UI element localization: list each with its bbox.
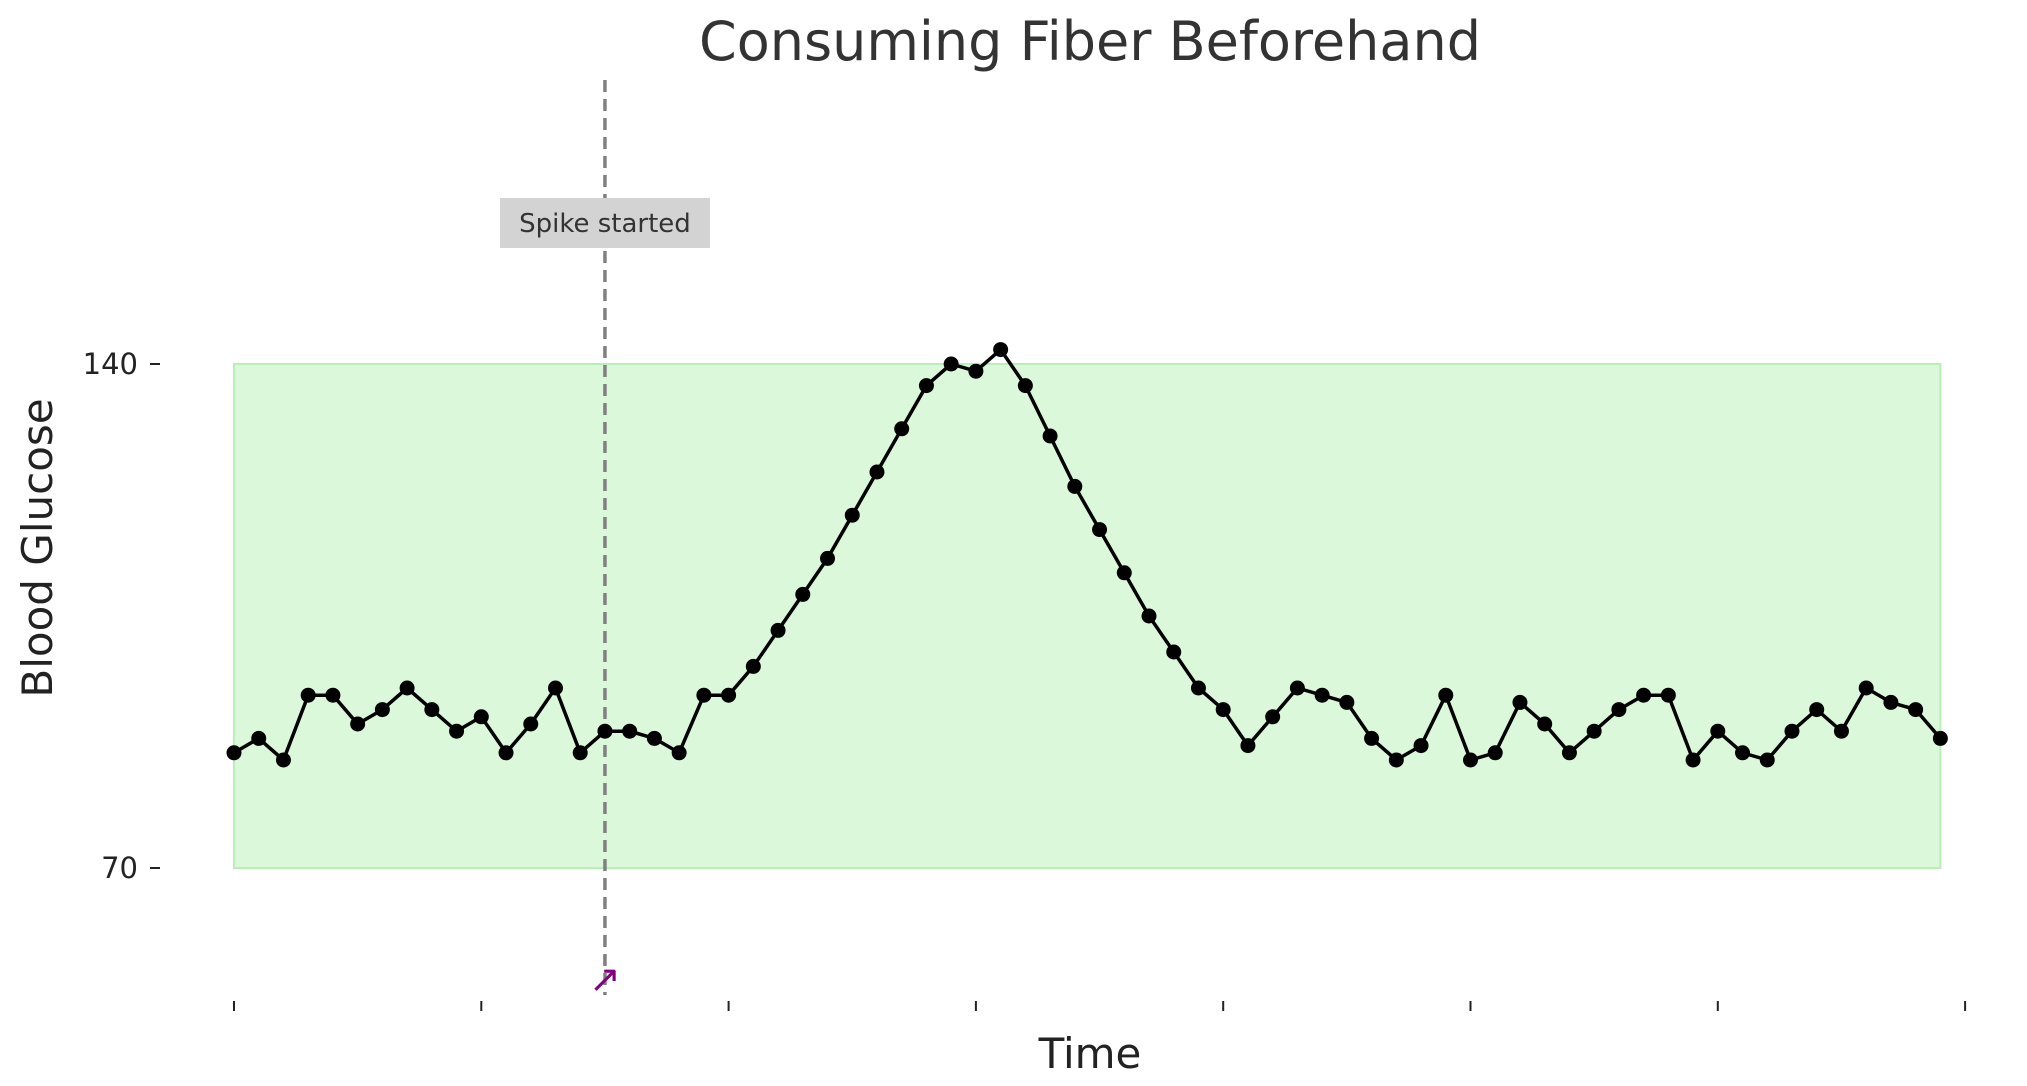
data-point bbox=[473, 709, 489, 725]
data-point bbox=[1512, 694, 1528, 710]
data-point bbox=[449, 723, 465, 739]
data-point bbox=[1438, 687, 1454, 703]
arrow-icon: ↗ bbox=[589, 957, 621, 1001]
data-point bbox=[795, 586, 811, 602]
data-point bbox=[572, 745, 588, 761]
data-point bbox=[1240, 738, 1256, 754]
data-point bbox=[1883, 694, 1899, 710]
data-point bbox=[820, 550, 836, 566]
data-point bbox=[1809, 702, 1825, 718]
data-point bbox=[1067, 478, 1083, 494]
data-point bbox=[1685, 752, 1701, 768]
x-axis-label: Time bbox=[1038, 1029, 1142, 1078]
data-point bbox=[1042, 428, 1058, 444]
annotation-label: Spike started bbox=[519, 209, 691, 239]
data-point bbox=[1017, 378, 1033, 394]
data-point bbox=[721, 687, 737, 703]
data-point bbox=[1833, 723, 1849, 739]
data-point bbox=[770, 622, 786, 638]
data-point bbox=[1141, 608, 1157, 624]
data-point bbox=[696, 687, 712, 703]
data-point bbox=[300, 687, 316, 703]
data-point bbox=[844, 507, 860, 523]
data-point bbox=[894, 421, 910, 437]
data-point bbox=[374, 702, 390, 718]
plot-area: 70 140 Spike started ↗ bbox=[83, 80, 1967, 1011]
target-range-band bbox=[233, 363, 1942, 869]
data-point bbox=[1463, 752, 1478, 768]
data-point bbox=[498, 745, 514, 761]
data-point bbox=[226, 745, 242, 761]
data-point bbox=[622, 723, 638, 739]
y-tick-label: 140 bbox=[83, 347, 138, 381]
data-point bbox=[1092, 522, 1108, 538]
data-point bbox=[1710, 723, 1726, 739]
data-point bbox=[1561, 745, 1577, 761]
data-point bbox=[1265, 709, 1281, 725]
data-point bbox=[350, 716, 366, 732]
data-point bbox=[399, 680, 415, 696]
data-point bbox=[1314, 687, 1330, 703]
data-point bbox=[1908, 702, 1924, 718]
data-point bbox=[1215, 702, 1231, 718]
data-point bbox=[1858, 680, 1874, 696]
data-point bbox=[869, 464, 885, 480]
data-point bbox=[1190, 680, 1206, 696]
data-point bbox=[1537, 716, 1553, 732]
data-point bbox=[547, 680, 563, 696]
data-point bbox=[646, 730, 662, 746]
data-point bbox=[1388, 752, 1404, 768]
y-axis-label: Blood Glucose bbox=[13, 398, 62, 697]
y-tick-label: 70 bbox=[101, 851, 138, 885]
data-point bbox=[275, 752, 291, 768]
data-point bbox=[1735, 745, 1751, 761]
data-point bbox=[943, 356, 959, 372]
data-point bbox=[1413, 738, 1429, 754]
data-point bbox=[918, 378, 934, 394]
data-point bbox=[597, 723, 613, 739]
data-point bbox=[1932, 730, 1948, 746]
data-point bbox=[1339, 694, 1355, 710]
data-point bbox=[1586, 723, 1602, 739]
data-point bbox=[1611, 702, 1627, 718]
data-point bbox=[523, 716, 539, 732]
glucose-line bbox=[233, 347, 1942, 762]
data-point bbox=[424, 702, 440, 718]
data-point bbox=[325, 687, 341, 703]
data-point bbox=[968, 363, 984, 379]
chart-title: Consuming Fiber Beforehand bbox=[699, 10, 1481, 73]
data-point bbox=[671, 745, 687, 761]
data-point bbox=[1784, 723, 1800, 739]
data-point bbox=[1636, 687, 1652, 703]
data-point bbox=[1660, 687, 1676, 703]
data-point bbox=[1289, 680, 1305, 696]
data-point bbox=[993, 342, 1009, 358]
data-point bbox=[1487, 745, 1503, 761]
data-point bbox=[1364, 730, 1380, 746]
data-point bbox=[1759, 752, 1775, 768]
data-point bbox=[1166, 644, 1182, 660]
data-point bbox=[745, 658, 761, 674]
data-point bbox=[251, 730, 267, 746]
annotation-box bbox=[499, 198, 710, 248]
data-point bbox=[1116, 565, 1132, 581]
